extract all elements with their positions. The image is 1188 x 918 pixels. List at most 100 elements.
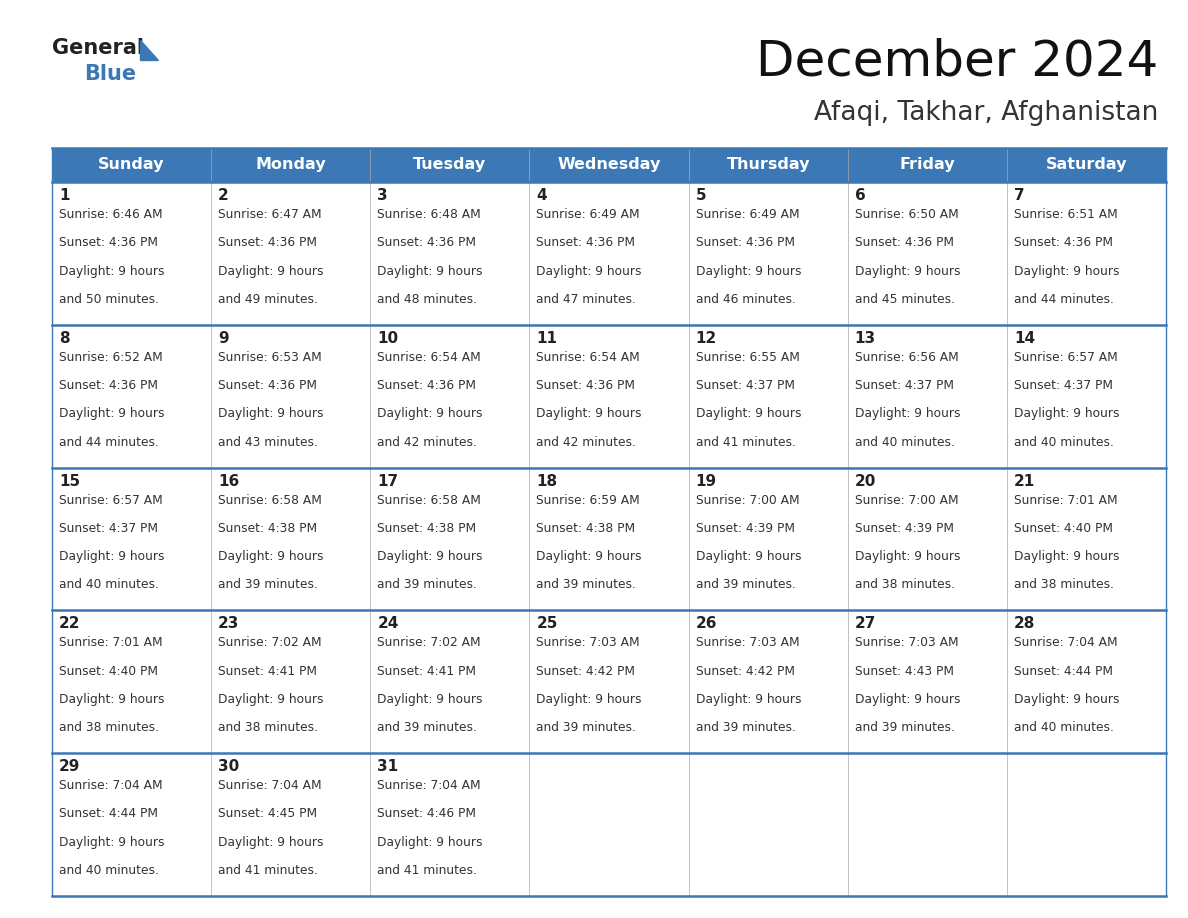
Text: Sunrise: 7:02 AM: Sunrise: 7:02 AM: [378, 636, 481, 649]
Text: and 44 minutes.: and 44 minutes.: [1013, 293, 1113, 306]
Text: Blue: Blue: [84, 64, 137, 84]
Text: Daylight: 9 hours: Daylight: 9 hours: [378, 693, 482, 706]
Text: Sunset: 4:39 PM: Sunset: 4:39 PM: [854, 522, 954, 535]
Bar: [848, 148, 1007, 182]
Text: Friday: Friday: [899, 158, 955, 173]
Text: 30: 30: [219, 759, 240, 774]
Bar: [211, 610, 371, 753]
Bar: [848, 467, 1007, 610]
Bar: [530, 610, 689, 753]
Text: Sunrise: 6:56 AM: Sunrise: 6:56 AM: [854, 351, 959, 364]
Text: Daylight: 9 hours: Daylight: 9 hours: [1013, 408, 1119, 420]
Text: Sunset: 4:45 PM: Sunset: 4:45 PM: [219, 808, 317, 821]
Text: Afaqi, Takhar, Afghanistan: Afaqi, Takhar, Afghanistan: [814, 100, 1158, 126]
Text: Sunrise: 6:58 AM: Sunrise: 6:58 AM: [378, 494, 481, 507]
Text: Sunset: 4:40 PM: Sunset: 4:40 PM: [1013, 522, 1113, 535]
Text: 18: 18: [537, 474, 557, 488]
Text: Sunset: 4:44 PM: Sunset: 4:44 PM: [59, 808, 158, 821]
Text: Sunrise: 6:55 AM: Sunrise: 6:55 AM: [695, 351, 800, 364]
Text: Daylight: 9 hours: Daylight: 9 hours: [219, 693, 323, 706]
Text: and 39 minutes.: and 39 minutes.: [537, 578, 637, 591]
Text: and 41 minutes.: and 41 minutes.: [695, 436, 796, 449]
Text: Daylight: 9 hours: Daylight: 9 hours: [378, 550, 482, 563]
Text: Daylight: 9 hours: Daylight: 9 hours: [59, 264, 164, 277]
Text: Sunset: 4:41 PM: Sunset: 4:41 PM: [378, 665, 476, 677]
Text: 21: 21: [1013, 474, 1035, 488]
Text: and 38 minutes.: and 38 minutes.: [854, 578, 955, 591]
Text: and 39 minutes.: and 39 minutes.: [219, 578, 318, 591]
Text: 19: 19: [695, 474, 716, 488]
Bar: [52, 610, 211, 753]
Text: and 40 minutes.: and 40 minutes.: [854, 436, 955, 449]
Text: Sunrise: 6:50 AM: Sunrise: 6:50 AM: [854, 208, 959, 221]
Text: Sunrise: 7:03 AM: Sunrise: 7:03 AM: [695, 636, 800, 649]
Bar: [689, 753, 848, 896]
Text: Sunset: 4:36 PM: Sunset: 4:36 PM: [378, 236, 476, 250]
Text: Sunrise: 7:04 AM: Sunrise: 7:04 AM: [378, 779, 481, 792]
Text: Daylight: 9 hours: Daylight: 9 hours: [219, 835, 323, 849]
Bar: [371, 610, 530, 753]
Text: 31: 31: [378, 759, 398, 774]
Text: Daylight: 9 hours: Daylight: 9 hours: [537, 693, 642, 706]
Text: Sunrise: 6:54 AM: Sunrise: 6:54 AM: [537, 351, 640, 364]
Text: and 39 minutes.: and 39 minutes.: [378, 722, 478, 734]
Text: Daylight: 9 hours: Daylight: 9 hours: [219, 550, 323, 563]
Text: Saturday: Saturday: [1045, 158, 1127, 173]
Text: 3: 3: [378, 188, 388, 203]
Bar: [211, 753, 371, 896]
Text: 16: 16: [219, 474, 240, 488]
Text: 6: 6: [854, 188, 866, 203]
Text: Sunrise: 7:01 AM: Sunrise: 7:01 AM: [1013, 494, 1118, 507]
Text: and 43 minutes.: and 43 minutes.: [219, 436, 318, 449]
Text: Daylight: 9 hours: Daylight: 9 hours: [59, 835, 164, 849]
Text: Sunset: 4:36 PM: Sunset: 4:36 PM: [59, 379, 158, 392]
Text: and 38 minutes.: and 38 minutes.: [59, 722, 159, 734]
Text: Sunrise: 7:00 AM: Sunrise: 7:00 AM: [695, 494, 800, 507]
Text: 4: 4: [537, 188, 546, 203]
Text: Daylight: 9 hours: Daylight: 9 hours: [854, 550, 960, 563]
Text: Daylight: 9 hours: Daylight: 9 hours: [1013, 693, 1119, 706]
Text: General: General: [52, 38, 144, 58]
Text: and 38 minutes.: and 38 minutes.: [219, 722, 318, 734]
Text: Sunrise: 7:03 AM: Sunrise: 7:03 AM: [854, 636, 959, 649]
Text: and 42 minutes.: and 42 minutes.: [537, 436, 637, 449]
Text: December 2024: December 2024: [756, 38, 1158, 86]
Bar: [689, 610, 848, 753]
Text: Sunset: 4:38 PM: Sunset: 4:38 PM: [219, 522, 317, 535]
Text: and 38 minutes.: and 38 minutes.: [1013, 578, 1114, 591]
Text: Sunrise: 6:54 AM: Sunrise: 6:54 AM: [378, 351, 481, 364]
Text: Sunset: 4:36 PM: Sunset: 4:36 PM: [854, 236, 954, 250]
Bar: [52, 182, 211, 325]
Text: Sunset: 4:36 PM: Sunset: 4:36 PM: [695, 236, 795, 250]
Bar: [1007, 610, 1165, 753]
Text: and 39 minutes.: and 39 minutes.: [537, 722, 637, 734]
Bar: [689, 467, 848, 610]
Bar: [530, 148, 689, 182]
Text: and 45 minutes.: and 45 minutes.: [854, 293, 955, 306]
Text: Sunrise: 7:01 AM: Sunrise: 7:01 AM: [59, 636, 163, 649]
Text: Sunset: 4:42 PM: Sunset: 4:42 PM: [695, 665, 795, 677]
Bar: [1007, 753, 1165, 896]
Text: Sunset: 4:36 PM: Sunset: 4:36 PM: [59, 236, 158, 250]
Text: Sunset: 4:36 PM: Sunset: 4:36 PM: [219, 236, 317, 250]
Text: and 40 minutes.: and 40 minutes.: [1013, 722, 1113, 734]
Bar: [848, 753, 1007, 896]
Text: Daylight: 9 hours: Daylight: 9 hours: [59, 408, 164, 420]
Text: 7: 7: [1013, 188, 1024, 203]
Text: 8: 8: [59, 330, 70, 346]
Text: 17: 17: [378, 474, 398, 488]
Bar: [371, 467, 530, 610]
Text: and 39 minutes.: and 39 minutes.: [854, 722, 955, 734]
Bar: [689, 325, 848, 467]
Bar: [1007, 148, 1165, 182]
Text: and 44 minutes.: and 44 minutes.: [59, 436, 159, 449]
Text: Sunrise: 6:47 AM: Sunrise: 6:47 AM: [219, 208, 322, 221]
Bar: [689, 148, 848, 182]
Text: Daylight: 9 hours: Daylight: 9 hours: [854, 693, 960, 706]
Text: Sunrise: 6:57 AM: Sunrise: 6:57 AM: [1013, 351, 1118, 364]
Text: Daylight: 9 hours: Daylight: 9 hours: [59, 550, 164, 563]
Text: 10: 10: [378, 330, 398, 346]
Text: Daylight: 9 hours: Daylight: 9 hours: [378, 264, 482, 277]
Text: Wednesday: Wednesday: [557, 158, 661, 173]
Text: Tuesday: Tuesday: [413, 158, 486, 173]
